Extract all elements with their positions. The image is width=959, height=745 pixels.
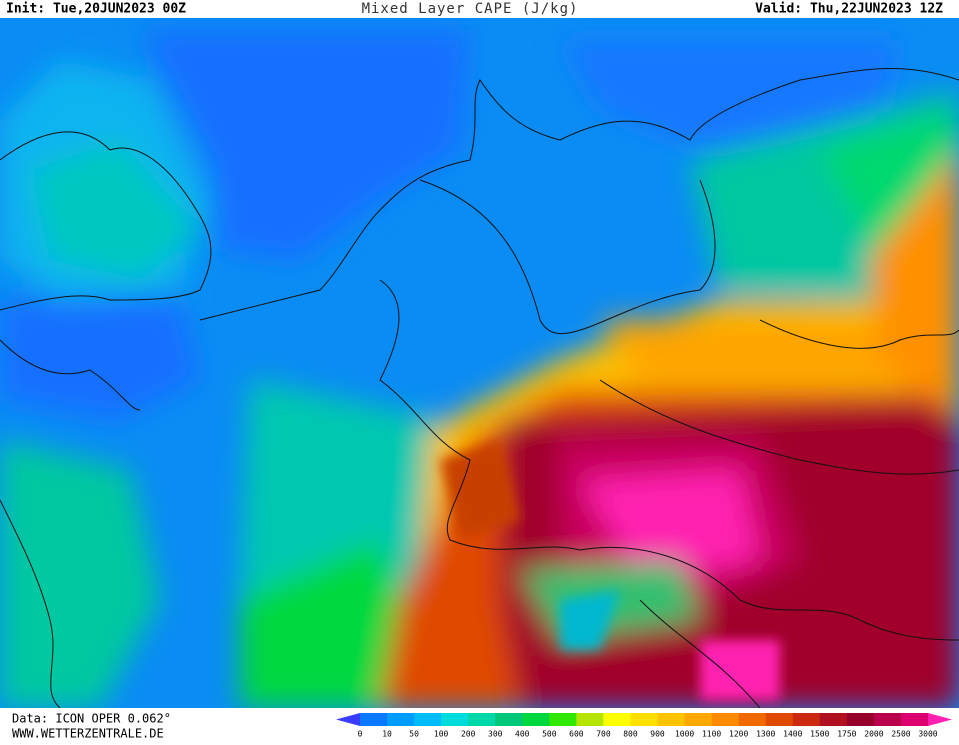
colorbar-label: 600 bbox=[569, 730, 584, 739]
colorbar-swatch bbox=[873, 713, 902, 726]
colorbar-swatch bbox=[765, 713, 794, 726]
colorbar-label: 10 bbox=[382, 730, 392, 739]
colorbar-swatch bbox=[360, 713, 388, 726]
colorbar-label: 400 bbox=[515, 730, 530, 739]
colorbar-label: 200 bbox=[461, 730, 476, 739]
colorbar-label: 1100 bbox=[702, 730, 721, 739]
colorbar-label: 2500 bbox=[891, 730, 910, 739]
colorbar-swatch bbox=[387, 713, 415, 726]
colorbar: 0 10 50 100 200 300 400 500 600 700 800 900 1000 1100… bbox=[336, 713, 952, 739]
colorbar-swatch bbox=[657, 713, 686, 726]
website: WWW.WETTERZENTRALE.DE bbox=[12, 727, 164, 741]
colorbar-swatch bbox=[495, 713, 523, 726]
colorbar-label: 500 bbox=[542, 730, 557, 739]
colorbar-label: 2000 bbox=[864, 730, 883, 739]
colorbar-label: 1300 bbox=[756, 730, 775, 739]
colorbar-swatch bbox=[819, 713, 848, 726]
colorbar-swatch bbox=[414, 713, 442, 726]
colorbar-swatch bbox=[549, 713, 577, 726]
colorbar-swatch bbox=[576, 713, 604, 726]
colorbar-swatch bbox=[846, 713, 875, 726]
init-time: Init: Tue,20JUN2023 00Z bbox=[6, 2, 186, 17]
colorbar-label: 900 bbox=[650, 730, 665, 739]
colorbar-swatch bbox=[468, 713, 496, 726]
colorbar-swatch bbox=[900, 713, 929, 726]
colorbar-label: 300 bbox=[488, 730, 503, 739]
colorbar-swatch bbox=[684, 713, 713, 726]
colorbar-arrow bbox=[928, 713, 952, 726]
colorbar-swatch bbox=[738, 713, 767, 726]
colorbar-swatch bbox=[792, 713, 821, 726]
colorbar-swatch bbox=[522, 713, 550, 726]
colorbar-label: 1200 bbox=[729, 730, 748, 739]
colorbar-label: 0 bbox=[358, 730, 363, 739]
colorbar-label: 50 bbox=[409, 730, 419, 739]
colorbar-label: 1500 bbox=[810, 730, 829, 739]
colorbar-label: 800 bbox=[623, 730, 638, 739]
data-source: Data: ICON OPER 0.062° bbox=[12, 712, 171, 726]
valid-time: Valid: Thu,22JUN2023 12Z bbox=[755, 2, 943, 17]
colorbar-label: 700 bbox=[596, 730, 611, 739]
colorbar-swatch bbox=[441, 713, 469, 726]
map bbox=[0, 18, 959, 708]
map-title: Mixed Layer CAPE (J/kg) bbox=[362, 1, 579, 17]
colorbar-label: 100 bbox=[434, 730, 449, 739]
colorbar-label: 1400 bbox=[783, 730, 802, 739]
colorbar-label: 1750 bbox=[837, 730, 856, 739]
colorbar-label: 3000 bbox=[918, 730, 937, 739]
colorbar-label: 1000 bbox=[675, 730, 694, 739]
colorbar-swatch bbox=[603, 713, 631, 726]
colorbar-swatch bbox=[711, 713, 740, 726]
colorbar-swatch bbox=[630, 713, 659, 726]
colorbar-arrow bbox=[336, 713, 360, 726]
